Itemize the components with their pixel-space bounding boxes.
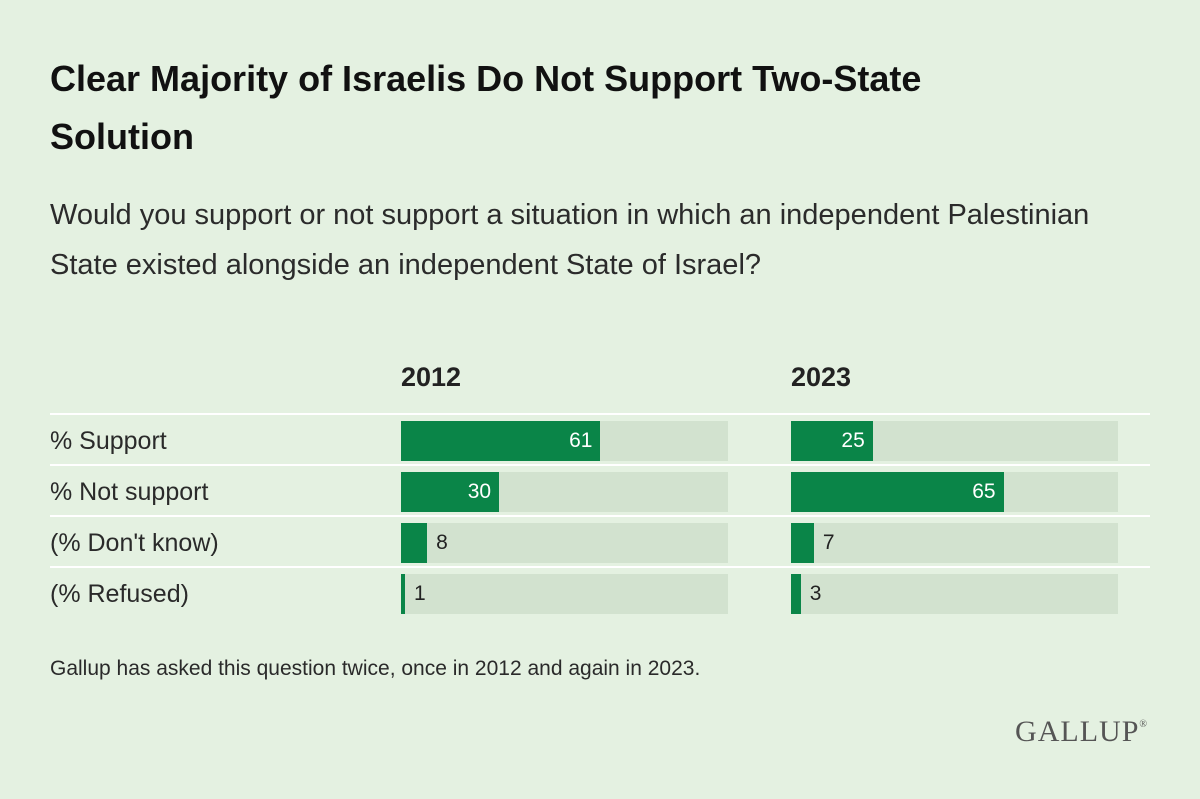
bar-2023: [791, 472, 1004, 512]
bar-2023: [791, 523, 814, 563]
row-divider: [50, 464, 1150, 466]
row-label: (% Refused): [50, 580, 189, 608]
bar-value-label: 8: [436, 531, 448, 554]
column-header-2012: 2012: [401, 362, 462, 392]
bar-2012: [401, 574, 405, 614]
bar-track: 65: [791, 472, 1118, 512]
registered-mark: ®: [1139, 719, 1148, 730]
bar-2012: [401, 472, 500, 512]
bar-2012: [401, 523, 428, 563]
gallup-logo: GALLUP®: [1015, 715, 1148, 749]
bar-value-label: 61: [569, 429, 593, 452]
row-label: % Support: [50, 427, 167, 455]
bar-track: 7: [791, 523, 1118, 563]
bar-track: 25: [791, 421, 1118, 461]
row-label: % Not support: [50, 478, 209, 506]
bar-2023: [791, 574, 801, 614]
bar-value-label: 3: [809, 582, 822, 605]
bar-track: 3: [791, 574, 1118, 614]
logo-text: GALLUP: [1015, 715, 1140, 748]
bar-2023: [791, 421, 873, 461]
row-divider: [50, 413, 1150, 415]
bar-track: 1: [401, 574, 728, 614]
row-label: (% Don't know): [50, 529, 219, 557]
bar-value-label: 30: [467, 480, 492, 503]
row-divider: [50, 566, 1150, 568]
bar-value-label: 65: [972, 480, 996, 503]
bar-2012: [401, 421, 601, 461]
bar-value-label: 7: [822, 531, 835, 554]
footnote: Gallup has asked this question twice, on…: [50, 657, 701, 680]
bar-track: 30: [401, 472, 728, 512]
bar-track: 8: [401, 523, 728, 563]
chart-title: Clear Majority of Israelis Do Not Suppor…: [50, 58, 922, 157]
chart-subtitle: Would you support or not support a situa…: [50, 199, 1090, 281]
bar-track: 61: [401, 421, 728, 461]
bar-value-label: 25: [841, 429, 865, 452]
row-divider: [50, 515, 1150, 517]
column-header-2023: 2023: [791, 362, 852, 392]
bar-value-label: 1: [414, 582, 426, 605]
